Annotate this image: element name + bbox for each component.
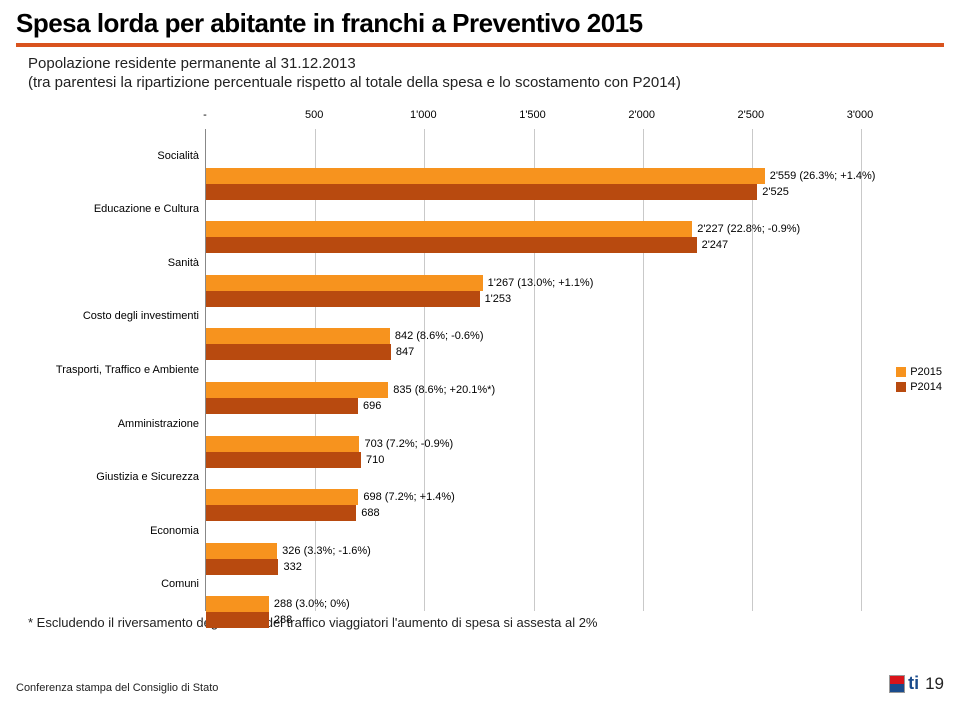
bar-p2015: 835 (8.6%; +20.1%*) <box>206 382 388 398</box>
x-tick-label: - <box>203 109 207 121</box>
footer: Conferenza stampa del Consiglio di Stato… <box>16 673 944 694</box>
bar-p2015: 2'227 (22.8%; -0.9%) <box>206 221 692 237</box>
legend-item: P2015 <box>896 366 942 378</box>
bar-p2014: 288 <box>206 612 269 628</box>
bar-label: 332 <box>283 559 301 575</box>
subtitle-population: Popolazione residente permanente al 31.1… <box>0 47 960 74</box>
bar-label: 288 <box>274 612 292 628</box>
bar-p2015: 288 (3.0%; 0%) <box>206 596 269 612</box>
bar-p2014: 710 <box>206 452 361 468</box>
bar-p2015: 2'559 (26.3%; +1.4%) <box>206 168 765 184</box>
category-label: Giustizia e Sicurezza <box>19 453 199 501</box>
bar-p2015: 703 (7.2%; -0.9%) <box>206 436 359 452</box>
bar-p2014: 2'525 <box>206 184 757 200</box>
category-label: Amministrazione <box>19 400 199 448</box>
subtitle-note: (tra parentesi la ripartizione percentua… <box>0 74 960 97</box>
footer-text: Conferenza stampa del Consiglio di Stato <box>16 682 218 694</box>
x-tick-label: 1'000 <box>410 109 437 121</box>
bar-p2014: 2'247 <box>206 237 697 253</box>
bar-row: 2'227 (22.8%; -0.9%)2'247 <box>206 213 860 261</box>
bar-p2014: 688 <box>206 505 356 521</box>
bar-label: 710 <box>366 452 384 468</box>
category-label: Trasporti, Traffico e Ambiente <box>19 346 199 394</box>
bar-label: 842 (8.6%; -0.6%) <box>395 328 484 344</box>
bar-row: 835 (8.6%; +20.1%*)696 <box>206 374 860 422</box>
bar-label: 1'267 (13.0%; +1.1%) <box>488 275 594 291</box>
bar-row: 288 (3.0%; 0%)288 <box>206 588 860 636</box>
legend-label: P2015 <box>910 366 942 378</box>
bar-label: 835 (8.6%; +20.1%*) <box>393 382 495 398</box>
logo-text: ti <box>908 673 919 694</box>
category-label: Educazione e Cultura <box>19 185 199 233</box>
x-tick-label: 3'000 <box>847 109 874 121</box>
chart: Socialità Educazione e Cultura Sanità Costo… <box>20 101 940 611</box>
category-label: Economia <box>19 507 199 555</box>
bar-p2015: 698 (7.2%; +1.4%) <box>206 489 358 505</box>
legend: P2015 P2014 <box>896 366 942 396</box>
page-number: 19 <box>925 674 944 694</box>
bar-label: 288 (3.0%; 0%) <box>274 596 350 612</box>
bar-label: 2'525 <box>762 184 789 200</box>
plot-area: 2'559 (26.3%; +1.4%)2'5252'227 (22.8%; -… <box>205 101 940 611</box>
legend-swatch-icon <box>896 382 906 392</box>
bar-label: 698 (7.2%; +1.4%) <box>363 489 454 505</box>
bar-label: 688 <box>361 505 379 521</box>
category-axis: Socialità Educazione e Cultura Sanità Costo… <box>20 101 205 611</box>
category-label: Costo degli investimenti <box>19 292 199 340</box>
x-tick-label: 2'000 <box>628 109 655 121</box>
bar-p2014: 696 <box>206 398 358 414</box>
legend-swatch-icon <box>896 367 906 377</box>
bar-row: 2'559 (26.3%; +1.4%)2'525 <box>206 160 860 208</box>
bar-p2014: 332 <box>206 559 278 575</box>
bar-p2014: 1'253 <box>206 291 480 307</box>
bar-label: 326 (3.3%; -1.6%) <box>282 543 371 559</box>
bar-p2015: 1'267 (13.0%; +1.1%) <box>206 275 483 291</box>
bar-row: 1'267 (13.0%; +1.1%)1'253 <box>206 267 860 315</box>
category-label: Socialità <box>19 132 199 180</box>
bar-p2014: 847 <box>206 344 391 360</box>
legend-label: P2014 <box>910 381 942 393</box>
x-tick-label: 500 <box>305 109 323 121</box>
logo-flag-icon <box>889 675 905 693</box>
x-tick-label: 1'500 <box>519 109 546 121</box>
page-title: Spesa lorda per abitante in franchi a Pr… <box>16 8 944 39</box>
bar-label: 696 <box>363 398 381 414</box>
bar-row: 703 (7.2%; -0.9%)710 <box>206 428 860 476</box>
plot-grid: 2'559 (26.3%; +1.4%)2'525 2'227 (22.8%; -… <box>205 129 860 611</box>
bar-row: 698 (7.2%; +1.4%)688 <box>206 481 860 529</box>
bar-label: 703 (7.2%; -0.9%) <box>364 436 453 452</box>
legend-item: P2014 <box>896 381 942 393</box>
bar-label: 1'253 <box>485 291 512 307</box>
gridline <box>861 129 862 611</box>
title-bar: Spesa lorda per abitante in franchi a Pr… <box>0 0 960 47</box>
category-label: Comuni <box>19 560 199 608</box>
x-tick-label: 2'500 <box>738 109 765 121</box>
bar-label: 2'227 (22.8%; -0.9%) <box>697 221 800 237</box>
bar-row: 326 (3.3%; -1.6%)332 <box>206 535 860 583</box>
logo: ti <box>889 673 919 694</box>
bar-p2015: 842 (8.6%; -0.6%) <box>206 328 390 344</box>
bar-label: 847 <box>396 344 414 360</box>
bar-row: 842 (8.6%; -0.6%)847 <box>206 320 860 368</box>
category-label: Sanità <box>19 239 199 287</box>
bar-label: 2'247 <box>702 237 729 253</box>
bar-p2015: 326 (3.3%; -1.6%) <box>206 543 277 559</box>
bar-label: 2'559 (26.3%; +1.4%) <box>770 168 876 184</box>
